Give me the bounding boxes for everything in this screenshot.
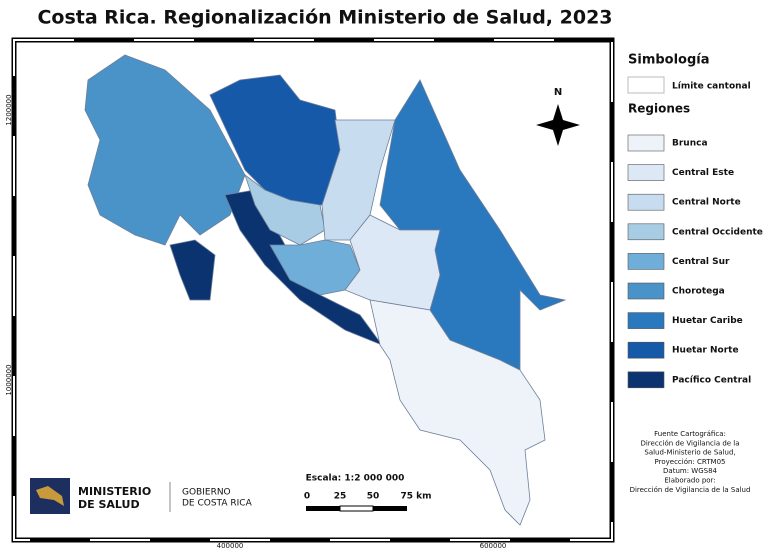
scale-label: Escala: 1:2 000 000 xyxy=(306,474,405,484)
north-arrow: N xyxy=(536,87,580,146)
legend-swatch xyxy=(627,164,665,181)
legend-swatch xyxy=(627,134,665,152)
legend-label: Huetar Caribe xyxy=(672,316,743,326)
scale-tick: 50 xyxy=(367,492,380,502)
north-label: N xyxy=(554,87,562,98)
region-area xyxy=(84,54,246,246)
legend-swatch xyxy=(627,371,665,389)
legend-swatch xyxy=(627,223,665,241)
coord-label: 1000000 xyxy=(5,364,13,395)
logo-text: DE COSTA RICA xyxy=(182,499,253,509)
region-area xyxy=(369,299,546,526)
scale-bar: Escala: 1:2 000 000 0 25 50 75 km xyxy=(304,474,432,512)
legend-label: Brunca xyxy=(672,139,708,149)
source-line: Fuente Cartográfica: xyxy=(654,430,726,438)
source-line: Datum: WGS84 xyxy=(663,467,718,475)
coord-label: 600000 xyxy=(480,542,507,550)
scale-tick: 75 km xyxy=(400,492,431,502)
legend: Simbología Límite cantonal Regiones Brun… xyxy=(627,53,763,389)
source-line: Elaborado por: xyxy=(664,477,715,485)
legend-subtitle: Regiones xyxy=(628,102,690,116)
legend-label: Pacífico Central xyxy=(672,375,751,385)
coord-label: 1200000 xyxy=(5,94,13,125)
region-area xyxy=(169,239,216,301)
legend-swatch xyxy=(627,253,665,270)
scale-tick: 25 xyxy=(334,492,347,502)
regions xyxy=(84,54,567,526)
source-line: Dirección de Vigilancia de la xyxy=(640,439,739,447)
legend-swatch xyxy=(627,76,665,94)
legend-swatch xyxy=(627,312,665,329)
legend-label: Central Occidente xyxy=(672,227,763,237)
logo-text: MINISTERIO xyxy=(78,485,151,498)
legend-swatch xyxy=(627,282,665,300)
legend-label: Central Norte xyxy=(672,198,741,208)
legend-swatch xyxy=(627,193,665,211)
legend-label: Huetar Norte xyxy=(672,346,739,356)
legend-label: Límite cantonal xyxy=(672,82,751,92)
source-note: Fuente Cartográfica:Dirección de Vigilan… xyxy=(630,430,751,494)
source-line: Dirección de Vigilancia de la Salud xyxy=(630,486,751,494)
scale-tick: 0 xyxy=(304,492,310,502)
map-frame-ticks xyxy=(13,39,613,541)
coord-label: 400000 xyxy=(217,542,244,550)
legend-title: Simbología xyxy=(628,53,710,68)
logo-text: DE SALUD xyxy=(78,498,140,511)
source-line: Proyección: CRTM05 xyxy=(655,458,726,466)
legend-label: Central Este xyxy=(672,168,734,178)
logo-text: GOBIERNO xyxy=(182,488,231,498)
title: Costa Rica. Regionalización Ministerio d… xyxy=(37,7,612,29)
logo: MINISTERIO DE SALUD GOBIERNO DE COSTA RI… xyxy=(30,478,253,514)
region-area xyxy=(344,214,441,311)
legend-label: Chorotega xyxy=(672,287,725,297)
legend-label: Central Sur xyxy=(672,257,730,267)
legend-swatch xyxy=(627,341,665,359)
source-line: Salud-Ministerio de Salud, xyxy=(644,449,735,457)
